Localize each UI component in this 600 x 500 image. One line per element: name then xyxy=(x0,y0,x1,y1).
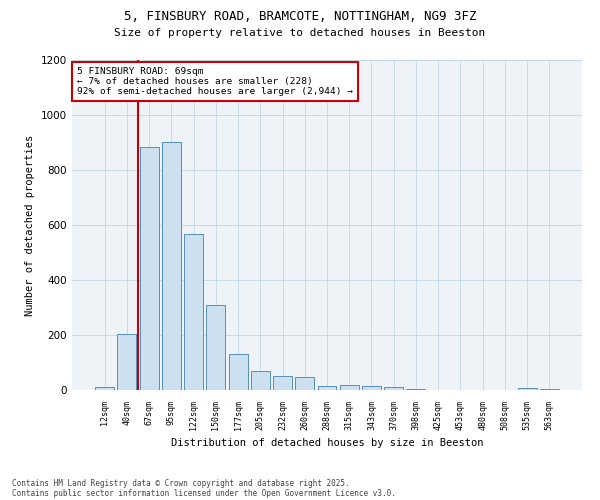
Bar xyxy=(362,386,381,390)
Text: 5, FINSBURY ROAD, BRAMCOTE, NOTTINGHAM, NG9 3FZ: 5, FINSBURY ROAD, BRAMCOTE, NOTTINGHAM, … xyxy=(124,10,476,23)
Bar xyxy=(540,388,559,390)
Bar xyxy=(162,142,181,390)
Text: Contains HM Land Registry data © Crown copyright and database right 2025.: Contains HM Land Registry data © Crown c… xyxy=(12,478,350,488)
Bar xyxy=(251,371,270,390)
Text: Size of property relative to detached houses in Beeston: Size of property relative to detached ho… xyxy=(115,28,485,38)
Bar xyxy=(273,376,292,390)
Bar xyxy=(140,146,158,390)
Bar xyxy=(406,389,425,390)
Bar xyxy=(340,385,359,390)
Bar xyxy=(184,234,203,390)
Bar xyxy=(317,386,337,390)
Bar xyxy=(518,388,536,390)
Y-axis label: Number of detached properties: Number of detached properties xyxy=(25,134,35,316)
X-axis label: Distribution of detached houses by size in Beeston: Distribution of detached houses by size … xyxy=(171,438,483,448)
Bar xyxy=(95,387,114,390)
Bar xyxy=(206,306,225,390)
Bar xyxy=(295,377,314,390)
Bar xyxy=(384,387,403,390)
Text: Contains public sector information licensed under the Open Government Licence v3: Contains public sector information licen… xyxy=(12,488,396,498)
Bar xyxy=(229,354,248,390)
Bar xyxy=(118,334,136,390)
Text: 5 FINSBURY ROAD: 69sqm
← 7% of detached houses are smaller (228)
92% of semi-det: 5 FINSBURY ROAD: 69sqm ← 7% of detached … xyxy=(77,66,353,96)
